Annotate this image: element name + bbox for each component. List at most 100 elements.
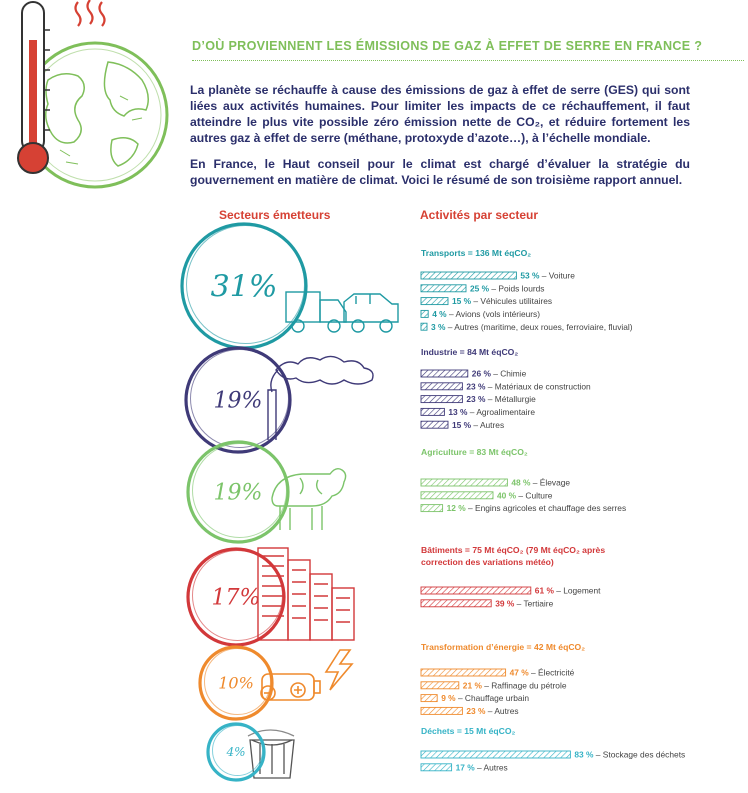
- activity-name: – Culture: [516, 490, 553, 500]
- sector-heading: correction des variations météo): [421, 557, 554, 567]
- activity-value: 23 %: [466, 381, 486, 391]
- column-heading-sectors: Secteurs émetteurs: [219, 208, 331, 222]
- activity-label: 23 % – Métallurgie: [466, 394, 536, 404]
- activity-value: 47 %: [510, 668, 530, 678]
- activity-label: 23 % – Autres: [466, 706, 518, 716]
- sector-circle: [184, 346, 292, 454]
- activity-name: – Logement: [554, 586, 601, 596]
- activity-name: – Matériaux de construction: [485, 381, 591, 391]
- activity-bar: [420, 284, 467, 293]
- sector-circle-outline: [204, 648, 271, 715]
- activity-name: – Autres: [475, 762, 508, 772]
- activity-name: – Voiture: [539, 271, 575, 281]
- activity-bar: [420, 668, 507, 677]
- activity-bar: [420, 322, 428, 331]
- activity-label: 61 % – Logement: [535, 586, 601, 596]
- activity-label: 13 % – Agroalimentaire: [448, 407, 535, 417]
- activity-label: 21 % – Raffinage du pétrole: [463, 680, 567, 690]
- activity-name: – Autres: [471, 420, 504, 430]
- activity-value: 83 %: [574, 750, 594, 760]
- activity-bar: [420, 694, 438, 703]
- intro-paragraph-1: La planète se réchauffe à cause des émis…: [190, 83, 690, 145]
- column-heading-activities: Activités par secteur: [420, 208, 539, 222]
- sector-heading: Déchets = 15 Mt éqCO₂: [421, 726, 516, 736]
- activity-value: 25 %: [470, 283, 490, 293]
- activity-value: 15 %: [452, 420, 472, 430]
- activity-value: 23 %: [466, 706, 486, 716]
- activity-bar: [420, 271, 517, 280]
- activity-label: 25 % – Poids lourds: [470, 283, 545, 293]
- factory-smoke-icon: [267, 355, 374, 440]
- sector-circle: [186, 440, 290, 544]
- page-title: D’OÙ PROVIENNENT LES ÉMISSIONS DE GAZ À …: [192, 39, 703, 53]
- activity-label: 17 % – Autres: [456, 762, 508, 772]
- battery-lightning-icon: [260, 649, 354, 701]
- activity-bar: [420, 491, 494, 500]
- activity-bar: [420, 478, 508, 487]
- activity-label: 26 % – Chimie: [472, 369, 527, 379]
- sector-circle-outline: [190, 349, 289, 448]
- activity-value: 40 %: [497, 490, 517, 500]
- activity-value: 12 %: [447, 503, 467, 513]
- activity-value: 39 %: [495, 598, 515, 608]
- activity-label: 9 % – Chauffage urbain: [441, 693, 529, 703]
- activity-value: 3 %: [431, 322, 446, 332]
- sector-heading: Transports = 136 Mt éqCO₂: [421, 248, 531, 258]
- thermometer-icon: [17, 1, 50, 174]
- activity-name: – Avions (vols intérieurs): [447, 309, 541, 319]
- activity-label: 3 % – Autres (maritime, deux roues, ferr…: [431, 322, 633, 332]
- sector-circle-outline: [212, 725, 263, 776]
- sector-circle: [186, 547, 286, 647]
- activity-name: – Autres: [485, 706, 518, 716]
- activity-bar: [420, 309, 429, 318]
- activity-value: 15 %: [452, 296, 472, 306]
- activity-name: – Véhicules utilitaires: [471, 296, 552, 306]
- sector-circle-outline: [192, 443, 287, 538]
- activity-label: 4 % – Avions (vols intérieurs): [432, 309, 540, 319]
- activity-label: 53 % – Voiture: [520, 271, 575, 281]
- intro-paragraph-2: En France, le Haut conseil pour le clima…: [190, 157, 690, 187]
- activity-bar: [420, 681, 460, 690]
- activity-label: 47 % – Électricité: [510, 668, 575, 678]
- activity-name: – Chimie: [491, 369, 527, 379]
- activity-label: 15 % – Autres: [452, 420, 504, 430]
- activity-name: – Électricité: [529, 668, 575, 678]
- activity-bar: [420, 395, 463, 404]
- sector-heading: Agriculture = 83 Mt éqCO₂: [421, 447, 528, 457]
- heat-waves-icon: [74, 0, 106, 27]
- sector-circle: [206, 722, 266, 782]
- sector-share-label: 10%: [218, 674, 254, 693]
- activity-name: – Chauffage urbain: [456, 693, 530, 703]
- activity-name: – Tertiaire: [514, 598, 553, 608]
- activity-bar: [420, 297, 449, 306]
- sector-share-label: 19%: [214, 481, 263, 506]
- activity-bar: [420, 750, 571, 759]
- activity-label: 23 % – Matériaux de construction: [466, 381, 591, 391]
- sector-heading: Transformation d’énergie = 42 Mt éqCO₂: [421, 642, 585, 652]
- activity-value: 13 %: [448, 407, 468, 417]
- activity-bar: [420, 407, 445, 416]
- activity-value: 17 %: [456, 762, 476, 772]
- activity-name: – Stockage des déchets: [593, 750, 685, 760]
- activity-label: 48 % – Élevage: [511, 478, 570, 488]
- sector-share-label: 4%: [225, 745, 245, 759]
- sector-circle: [198, 645, 274, 721]
- activity-label: 12 % – Engins agricoles et chauffage des…: [447, 503, 627, 513]
- activity-name: – Poids lourds: [489, 283, 544, 293]
- activity-bar: [420, 504, 444, 513]
- activity-bar: [420, 420, 449, 429]
- activity-value: 4 %: [432, 309, 447, 319]
- sector-share-label: 17%: [212, 586, 261, 611]
- sector-circle-outline: [186, 225, 305, 344]
- activity-name: – Autres (maritime, deux roues, ferrovia…: [445, 322, 632, 332]
- sector-heading: Industrie = 84 Mt éqCO₂: [421, 347, 518, 357]
- activity-name: – Élevage: [530, 478, 570, 488]
- activity-value: 26 %: [472, 369, 492, 379]
- truck-car-icon: [285, 291, 399, 333]
- activity-bar: [420, 382, 463, 391]
- thermometer-globe-illustration: [17, 0, 169, 189]
- sector-circle-outline: [192, 550, 283, 641]
- activity-name: – Métallurgie: [485, 394, 536, 404]
- activity-name: – Engins agricoles et chauffage des serr…: [466, 503, 626, 513]
- activity-value: 23 %: [466, 394, 486, 404]
